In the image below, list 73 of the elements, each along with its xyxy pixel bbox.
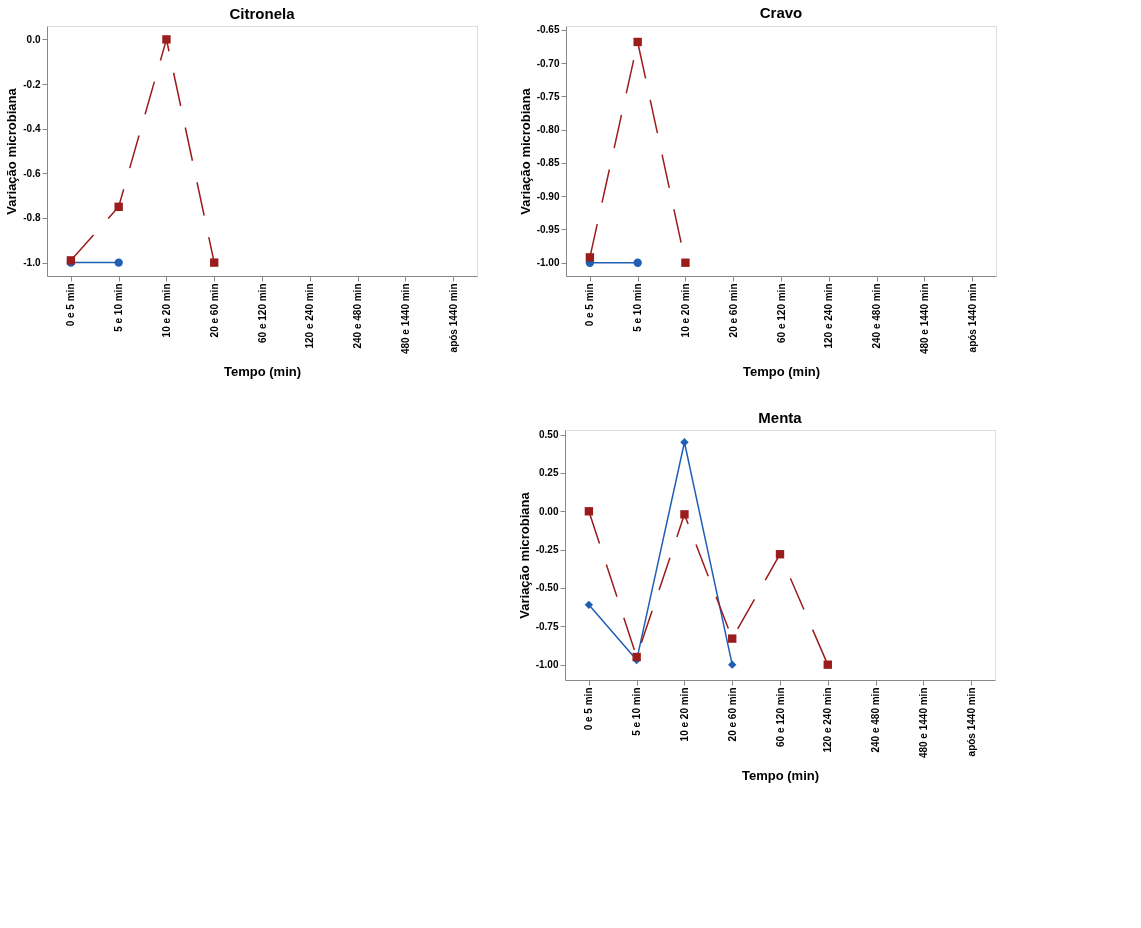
x-tick-label: 240 e 480 min (352, 283, 364, 349)
y-tick-label: -0.90 (536, 190, 560, 202)
y-tick-label: -0.6 (23, 167, 41, 179)
point (114, 258, 123, 267)
x-tick-label: 0 e 5 min (65, 283, 77, 327)
chart-title: Menta (758, 408, 803, 426)
x-tick-label: 240 e 480 min (871, 283, 883, 349)
point (584, 507, 594, 516)
point (162, 35, 171, 44)
y-tick-label: -0.80 (536, 124, 560, 136)
chart-title: Cravo (759, 3, 803, 21)
y-tick-label: -0.65 (536, 24, 560, 36)
point (823, 660, 832, 669)
y-tick-label: -0.75 (535, 620, 559, 632)
point (680, 438, 689, 447)
y-tick-label: -0.25 (535, 544, 559, 556)
x-tick-label: 60 e 120 min (775, 283, 787, 343)
y-tick-label: -1.0 (23, 257, 41, 269)
point (633, 37, 642, 47)
x-tick-label: 120 e 240 min (822, 687, 834, 753)
x-tick-label: 60 e 120 min (256, 283, 268, 343)
point (728, 660, 737, 669)
x-tick-label: 20 e 60 min (208, 283, 220, 338)
x-tick-label: 20 e 60 min (726, 687, 738, 742)
y-tick-label: 0.0 (26, 33, 41, 45)
point (633, 258, 642, 267)
point (584, 600, 594, 610)
x-tick-label: 5 e 10 min (632, 283, 644, 332)
x-tick-label: 480 e 1440 min (399, 283, 411, 355)
y-tick-label: -0.2 (23, 78, 41, 90)
y-axis-title: Variação microbiana (516, 491, 532, 619)
y-tick-label: 0.25 (539, 467, 559, 479)
x-tick-label: 10 e 20 min (160, 283, 172, 338)
x-tick-label: 120 e 240 min (304, 283, 316, 349)
point (210, 258, 219, 267)
x-tick-label: 20 e 60 min (727, 283, 739, 338)
point (681, 258, 690, 267)
y-tick-label: -1.00 (536, 257, 560, 269)
x-tick-label: 240 e 480 min (870, 687, 882, 753)
x-axis-title: Tempo (min) (223, 364, 302, 380)
y-axis-title: Variação microbiana (517, 87, 533, 215)
x-tick-label: 10 e 20 min (678, 687, 690, 742)
y-tick-label: 0.00 (539, 505, 559, 517)
x-tick-label: após 1440 min (965, 687, 977, 757)
y-tick-label: -0.95 (536, 223, 560, 235)
point (728, 634, 737, 643)
chart-title: Citronela (229, 5, 296, 22)
y-tick-label: -0.70 (536, 57, 560, 69)
x-tick-label: 60 e 120 min (774, 687, 786, 747)
y-tick-label: -0.50 (535, 582, 559, 594)
x-tick-label: 5 e 10 min (113, 283, 125, 332)
y-tick-label: -0.8 (23, 212, 41, 224)
x-tick-label: 480 e 1440 min (918, 283, 930, 355)
point (775, 550, 785, 559)
x-tick-label: 0 e 5 min (584, 283, 596, 327)
x-axis-title: Tempo (min) (741, 768, 820, 784)
point (114, 202, 123, 211)
x-tick-label: 5 e 10 min (631, 687, 643, 736)
y-axis-title: Variação microbiana (4, 87, 20, 215)
x-tick-label: 10 e 20 min (679, 283, 691, 338)
x-tick-label: após 1440 min (966, 283, 978, 353)
y-tick-label: -0.85 (536, 157, 560, 169)
y-tick-label: -0.75 (536, 90, 560, 102)
point (680, 510, 689, 519)
y-tick-label: 0.50 (539, 429, 559, 441)
x-tick-label: após 1440 min (447, 283, 459, 353)
x-axis-title: Tempo (min) (742, 364, 821, 380)
x-tick-label: 0 e 5 min (583, 687, 595, 731)
x-tick-label: 120 e 240 min (823, 283, 835, 349)
y-tick-label: -1.00 (535, 659, 559, 671)
x-tick-label: 480 e 1440 min (917, 687, 929, 759)
y-tick-label: -0.4 (23, 123, 41, 135)
point (585, 253, 595, 262)
